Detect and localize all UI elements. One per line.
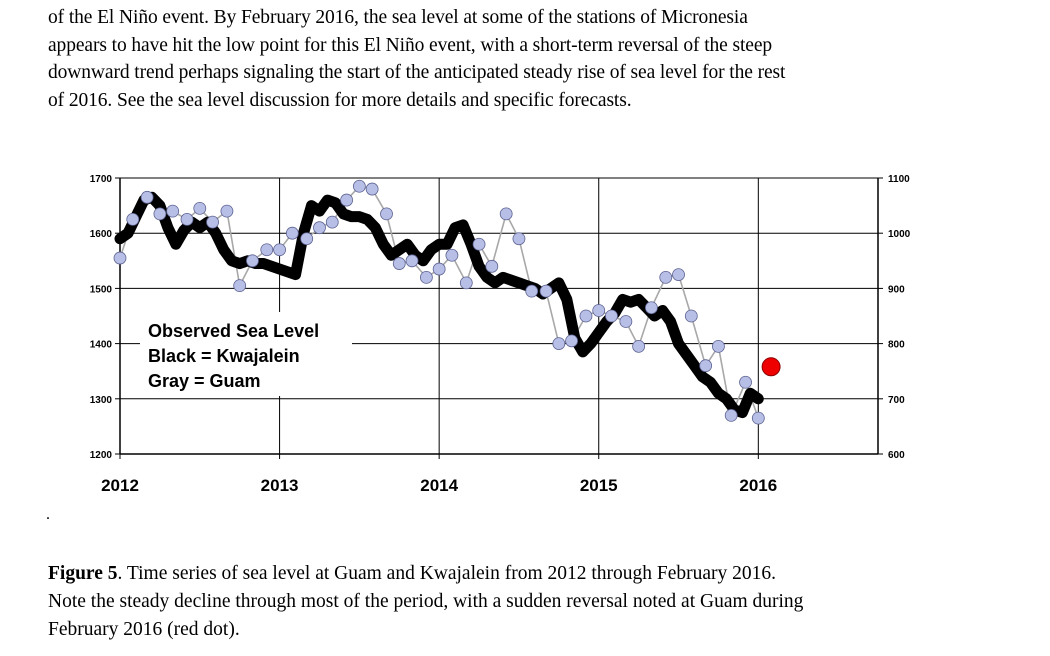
chart-axes: 1700 1600 1500 1400 1300 1200 1100 1000 900 800 70… xyxy=(90,174,911,495)
data-point-guam xyxy=(300,232,314,246)
y-right-tick-label: 700 xyxy=(888,395,905,406)
data-point-guam xyxy=(380,207,393,221)
data-point-guam xyxy=(193,201,207,215)
paragraph-line: downward trend perhaps signaling the sta… xyxy=(48,62,786,83)
data-point-guam-feb-2016 xyxy=(761,357,781,377)
data-point-guam xyxy=(684,309,698,323)
paragraph-line: of the El Niño event. By February 2016, … xyxy=(48,7,748,28)
y-right-tick-label: 1100 xyxy=(888,174,910,185)
y-left-tick-label: 1500 xyxy=(90,284,113,295)
data-point-guam xyxy=(325,215,339,229)
data-point-guam xyxy=(724,408,738,422)
y-right-tick-label: 600 xyxy=(888,450,905,461)
data-point-guam xyxy=(180,212,194,226)
data-point-guam xyxy=(153,207,167,221)
y-left-tick-label: 1600 xyxy=(90,229,113,240)
data-point-guam xyxy=(260,243,274,257)
data-point-guam xyxy=(539,284,553,298)
data-point-guam xyxy=(352,179,366,193)
y-right-tick-label: 900 xyxy=(888,284,905,295)
x-tick-label: 2015 xyxy=(580,476,618,495)
data-point-guam xyxy=(659,270,673,284)
y-left-tick-label: 1200 xyxy=(90,450,113,461)
data-point-guam xyxy=(432,262,446,276)
data-point-guam xyxy=(313,221,326,235)
figure-caption: Figure 5. Time series of sea level at Gu… xyxy=(48,560,1038,644)
data-point-guam xyxy=(592,304,606,317)
data-point-guam xyxy=(644,301,658,315)
legend-title: Observed Sea Level xyxy=(148,321,319,341)
data-point-guam xyxy=(340,193,354,207)
data-point-guam xyxy=(712,339,725,353)
y-right-tick-label: 1000 xyxy=(888,229,911,240)
stray-period: . xyxy=(46,506,50,523)
data-point-guam xyxy=(699,359,713,373)
data-point-guam xyxy=(126,212,140,226)
legend-box xyxy=(140,312,352,396)
y-left-tick-label: 1300 xyxy=(90,395,113,406)
data-point-guam xyxy=(419,270,433,284)
sea-level-chart: 1700 1600 1500 1400 1300 1200 1100 1000 900 800 70… xyxy=(90,174,911,495)
chart-series xyxy=(113,179,781,425)
data-point-guam xyxy=(140,190,154,204)
data-point-guam xyxy=(166,204,180,218)
data-point-guam xyxy=(525,284,539,298)
x-tick-label: 2014 xyxy=(420,476,458,495)
data-point-guam xyxy=(113,251,127,265)
x-tick-label: 2012 xyxy=(101,476,139,495)
caption-line: February 2016 (red dot). xyxy=(48,619,240,640)
paragraph-line: of 2016. See the sea level discussion fo… xyxy=(48,89,632,111)
data-point-guam xyxy=(285,226,299,240)
data-point-guam xyxy=(365,182,379,196)
data-point-guam xyxy=(552,337,566,351)
data-point-guam xyxy=(739,375,752,389)
data-point-guam xyxy=(392,257,406,270)
data-point-guam xyxy=(579,309,593,323)
data-point-guam xyxy=(499,207,513,221)
data-point-guam xyxy=(485,259,499,273)
chart-legend: Observed Sea Level Black = Kwajalein Gra… xyxy=(140,312,352,396)
y-right-tick-label: 800 xyxy=(888,340,905,351)
x-tick-label: 2013 xyxy=(261,476,299,495)
caption-line: . Time series of sea level at Guam and K… xyxy=(117,563,777,584)
data-point-guam xyxy=(233,279,247,293)
data-point-guam xyxy=(206,215,219,229)
data-point-guam xyxy=(751,411,765,425)
data-point-guam xyxy=(273,243,286,257)
data-point-guam xyxy=(472,237,486,251)
paragraph-line: appears to have hit the low point for th… xyxy=(48,34,773,56)
x-tick-label: 2016 xyxy=(739,476,777,495)
data-point-guam xyxy=(445,248,459,262)
data-point-guam xyxy=(619,315,633,328)
figure-label: Figure 5 xyxy=(48,563,118,584)
data-point-guam xyxy=(459,276,473,290)
data-point-guam xyxy=(220,204,234,218)
data-point-guam xyxy=(565,334,579,348)
legend-entry-kwajalein: Black = Kwajalein xyxy=(148,346,300,366)
y-left-tick-label: 1700 xyxy=(90,174,113,185)
intro-paragraph: of the El Niño event. By February 2016, … xyxy=(48,4,1038,114)
y-left-tick-label: 1400 xyxy=(90,340,113,351)
data-point-guam xyxy=(632,339,646,353)
data-point-guam xyxy=(512,232,526,246)
data-point-guam xyxy=(672,268,685,282)
data-point-guam xyxy=(405,254,419,268)
caption-line: Note the steady decline through most of … xyxy=(48,591,804,612)
data-point-guam xyxy=(605,309,618,323)
data-point-guam xyxy=(246,254,259,268)
legend-entry-guam: Gray = Guam xyxy=(148,371,261,391)
